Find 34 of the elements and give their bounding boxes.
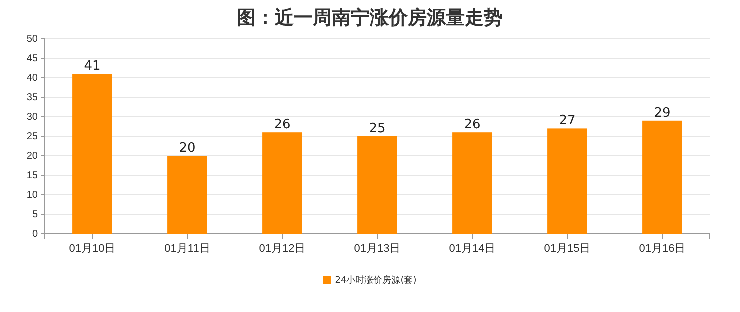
bar bbox=[452, 132, 492, 234]
x-tick-label: 01月12日 bbox=[259, 242, 306, 255]
x-tick-label: 01月14日 bbox=[449, 242, 496, 255]
y-tick-label: 45 bbox=[26, 54, 38, 65]
y-tick-label: 5 bbox=[32, 210, 38, 221]
bar bbox=[72, 74, 112, 234]
x-tick-label: 01月16日 bbox=[639, 242, 686, 255]
legend-label: 24小时涨价房源(套) bbox=[335, 275, 417, 286]
data-label: 20 bbox=[179, 141, 196, 156]
bar bbox=[548, 128, 588, 234]
chart-title: 图：近一周南宁涨价房源量走势 bbox=[237, 7, 503, 29]
x-tick-label: 01月15日 bbox=[544, 242, 591, 255]
y-tick-label: 35 bbox=[26, 92, 38, 104]
y-tick-label: 50 bbox=[26, 34, 38, 46]
y-tick-label: 15 bbox=[26, 170, 38, 182]
y-tick-label: 30 bbox=[26, 112, 38, 124]
data-label: 27 bbox=[559, 114, 576, 129]
y-tick-label: 40 bbox=[26, 73, 38, 84]
data-label: 25 bbox=[369, 122, 386, 136]
bar bbox=[358, 136, 398, 234]
y-tick-label: 25 bbox=[26, 132, 38, 143]
x-tick-label: 01月11日 bbox=[164, 242, 210, 255]
data-label: 26 bbox=[274, 118, 291, 133]
bar bbox=[642, 120, 682, 234]
bar bbox=[262, 132, 302, 234]
y-tick-label: 20 bbox=[26, 151, 38, 162]
y-tick-label: 10 bbox=[26, 190, 38, 202]
bar bbox=[168, 156, 208, 234]
x-tick-label: 01月10日 bbox=[69, 242, 116, 255]
x-tick-label: 01月13日 bbox=[354, 242, 401, 255]
y-tick-label: 0 bbox=[32, 229, 38, 240]
data-label: 41 bbox=[84, 59, 101, 74]
data-label: 29 bbox=[654, 106, 671, 121]
data-label: 26 bbox=[464, 118, 481, 133]
